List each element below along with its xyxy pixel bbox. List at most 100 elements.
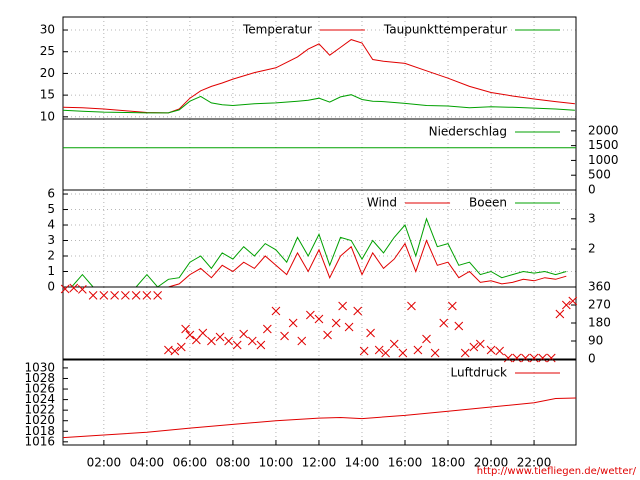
direction-marker bbox=[475, 339, 485, 349]
direction-marker bbox=[110, 291, 119, 300]
direction-marker bbox=[69, 283, 79, 293]
footer-url: http://www.tiefliegen.de/wetter/ bbox=[477, 466, 637, 477]
y-tick-label: 30 bbox=[40, 23, 55, 37]
series-line bbox=[62, 397, 577, 439]
direction-marker bbox=[561, 300, 571, 310]
y-tick-label: 6 bbox=[47, 187, 55, 201]
direction-marker bbox=[374, 345, 384, 355]
direction-marker bbox=[60, 284, 70, 294]
direction-marker bbox=[239, 329, 249, 339]
direction-marker bbox=[366, 328, 375, 338]
direction-marker bbox=[207, 336, 216, 346]
direction-marker bbox=[288, 318, 298, 328]
y-tick-label: 1030 bbox=[24, 360, 55, 374]
direction-marker bbox=[439, 318, 449, 328]
x-tick-label: 20:00 bbox=[474, 456, 509, 470]
direction-marker bbox=[546, 353, 556, 363]
series-line bbox=[71, 217, 567, 288]
y2-tick-label: 1000 bbox=[588, 153, 619, 167]
direction-marker bbox=[381, 348, 390, 358]
x-tick-label: 08:00 bbox=[216, 456, 251, 470]
y2-tick-label: 500 bbox=[588, 168, 611, 182]
legend-label: Taupunkttemperatur bbox=[383, 23, 507, 37]
direction-marker bbox=[430, 348, 440, 358]
direction-marker bbox=[232, 340, 242, 350]
direction-marker bbox=[338, 301, 347, 311]
legend-label: Luftdruck bbox=[450, 366, 507, 380]
direction-marker bbox=[331, 318, 341, 328]
direction-marker bbox=[176, 342, 186, 352]
y-tick-label: 1022 bbox=[24, 403, 55, 417]
y-tick-label: 25 bbox=[40, 44, 55, 58]
direction-marker bbox=[256, 340, 266, 350]
y2-tick-label: 0 bbox=[588, 352, 596, 366]
y2-tick-label: 2 bbox=[588, 242, 596, 256]
x-tick-label: 02:00 bbox=[87, 456, 122, 470]
y-tick-label: 1018 bbox=[24, 424, 55, 438]
direction-marker bbox=[495, 346, 504, 356]
series-line bbox=[62, 94, 575, 114]
legend-label: Wind bbox=[367, 196, 397, 210]
legend-label: Niederschlag bbox=[429, 125, 507, 139]
x-tick-label: 14:00 bbox=[345, 456, 380, 470]
legend-label: Boeen bbox=[469, 196, 507, 210]
y-tick-label: 1024 bbox=[24, 392, 55, 406]
direction-marker bbox=[192, 335, 201, 345]
y-tick-label: 2 bbox=[47, 249, 55, 263]
y2-tick-label: 270 bbox=[588, 298, 611, 312]
direction-marker bbox=[454, 321, 464, 331]
direction-marker bbox=[447, 301, 457, 311]
direction-marker bbox=[121, 291, 130, 300]
direction-marker bbox=[78, 285, 87, 294]
y-tick-label: 1028 bbox=[24, 371, 55, 385]
direction-marker bbox=[262, 324, 272, 334]
direction-marker bbox=[529, 353, 539, 363]
direction-marker bbox=[469, 342, 479, 352]
x-tick-label: 06:00 bbox=[173, 456, 208, 470]
direction-marker bbox=[142, 291, 152, 300]
direction-marker bbox=[389, 339, 399, 349]
direction-marker bbox=[314, 314, 324, 324]
y2-tick-label: 360 bbox=[588, 280, 611, 294]
legend-label: Temperatur bbox=[242, 23, 312, 37]
direction-marker bbox=[99, 291, 109, 300]
direction-marker bbox=[185, 330, 195, 340]
series-line bbox=[71, 239, 567, 288]
y-tick-label: 4 bbox=[47, 218, 55, 232]
direction-marker bbox=[359, 346, 369, 356]
direction-marker bbox=[413, 345, 423, 355]
x-tick-label: 22:00 bbox=[517, 456, 552, 470]
direction-marker bbox=[280, 331, 289, 341]
direction-marker bbox=[88, 291, 98, 300]
direction-marker bbox=[198, 328, 208, 338]
direction-marker bbox=[181, 324, 190, 334]
direction-marker bbox=[297, 336, 307, 346]
direction-marker bbox=[538, 353, 548, 363]
y-tick-label: 1016 bbox=[24, 434, 55, 448]
y-tick-label: 1 bbox=[47, 264, 55, 278]
x-tick-label: 18:00 bbox=[431, 456, 466, 470]
direction-marker bbox=[131, 291, 141, 300]
y-tick-label: 1026 bbox=[24, 382, 55, 396]
y-tick-label: 5 bbox=[47, 202, 55, 216]
panel-frame bbox=[62, 286, 577, 360]
direction-marker bbox=[398, 348, 408, 358]
x-tick-label: 12:00 bbox=[302, 456, 337, 470]
x-tick-label: 10:00 bbox=[259, 456, 294, 470]
y2-tick-label: 90 bbox=[588, 334, 603, 348]
direction-marker bbox=[486, 345, 496, 355]
direction-marker bbox=[422, 334, 431, 344]
direction-marker bbox=[512, 353, 522, 363]
direction-marker bbox=[503, 353, 513, 363]
y-tick-label: 1020 bbox=[24, 413, 55, 427]
direction-marker bbox=[215, 332, 225, 342]
direction-marker bbox=[555, 309, 565, 319]
y-tick-label: 10 bbox=[40, 109, 55, 123]
x-tick-label: 16:00 bbox=[388, 456, 423, 470]
direction-marker bbox=[568, 296, 578, 306]
y2-tick-label: 1500 bbox=[588, 138, 619, 152]
y-tick-label: 3 bbox=[47, 233, 55, 247]
direction-marker bbox=[247, 336, 257, 346]
direction-marker bbox=[170, 346, 180, 356]
